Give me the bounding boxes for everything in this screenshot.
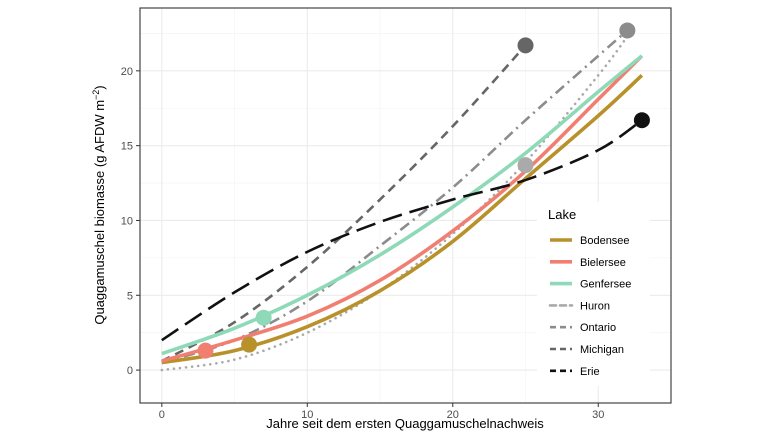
- y-tick-label: 10: [121, 215, 133, 227]
- point-huron: [517, 157, 534, 174]
- y-tick-label: 20: [121, 66, 133, 78]
- y-tick-label: 15: [121, 141, 133, 153]
- point-bodensee: [241, 336, 258, 353]
- legend: Lake Bodensee Bielersee Genfersee Huron Onta…: [537, 202, 650, 386]
- y-tick-label: 5: [127, 290, 133, 302]
- legend-label-bodensee: Bodensee: [580, 235, 630, 247]
- x-tick-label: 30: [592, 409, 604, 421]
- series-line-genfersee: [161, 54, 644, 356]
- legend-title: Lake: [548, 207, 576, 222]
- series-line-erie: [161, 119, 643, 342]
- legend-label-huron: Huron: [580, 300, 610, 312]
- legend-background: [537, 202, 650, 386]
- point-bielersee: [197, 342, 214, 359]
- legend-label-ontario: Ontario: [580, 322, 616, 334]
- panel-border: [139, 7, 672, 404]
- points-layer: [197, 22, 650, 359]
- grid: [140, 8, 672, 403]
- point-ontario: [619, 22, 636, 39]
- series-line-michigan: [161, 44, 527, 363]
- series-line-huron: [160, 35, 629, 372]
- point-erie: [633, 112, 650, 129]
- legend-label-erie: Erie: [580, 366, 600, 378]
- y-axis-title: Quaggamuschel biomasse (g AFDW m−2): [91, 85, 107, 324]
- x-tick-label: 0: [159, 409, 165, 421]
- legend-label-michigan: Michigan: [580, 344, 624, 356]
- x-tick-label: 10: [301, 409, 313, 421]
- axes: 0 10 20 30 0 5 10 15 20: [121, 66, 605, 421]
- legend-label-genfersee: Genfersee: [580, 279, 631, 291]
- series-layer: [160, 29, 644, 372]
- point-michigan: [517, 37, 534, 54]
- x-tick-label: 20: [447, 409, 459, 421]
- point-genfersee: [255, 309, 272, 326]
- y-tick-label: 0: [127, 365, 133, 377]
- legend-label-bielersee: Bielersee: [580, 257, 626, 269]
- series-line-bielersee: [161, 54, 644, 363]
- x-axis-title: Jahre seit dem ersten Quaggamuschelnachw…: [266, 416, 544, 431]
